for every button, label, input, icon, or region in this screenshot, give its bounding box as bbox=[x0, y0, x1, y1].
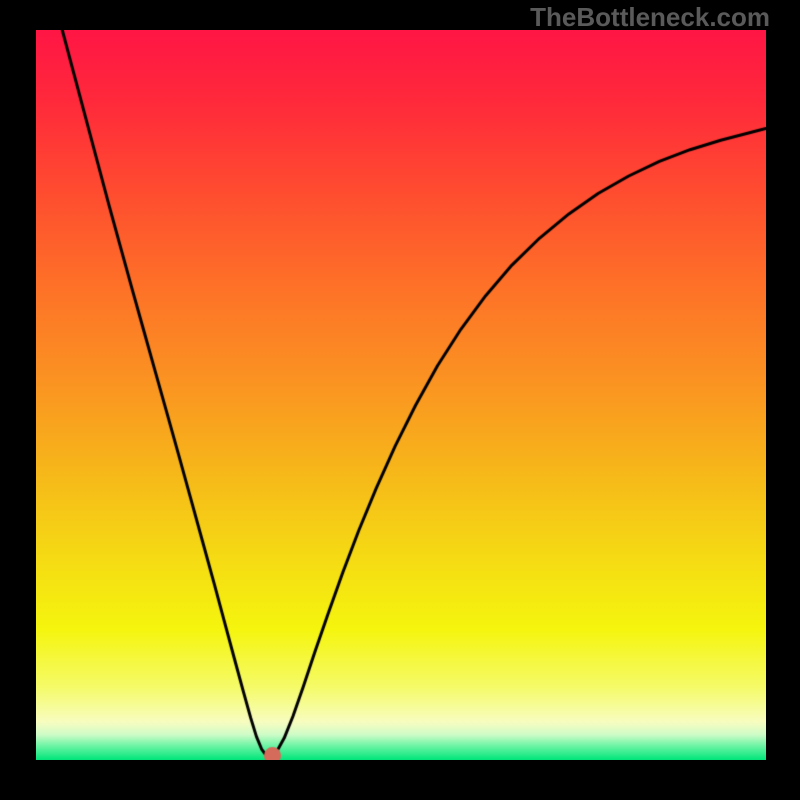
chart-container: TheBottleneck.com bbox=[0, 0, 800, 800]
bottleneck-curve bbox=[36, 30, 766, 760]
watermark-text: TheBottleneck.com bbox=[530, 2, 770, 33]
plot-area bbox=[36, 30, 766, 760]
